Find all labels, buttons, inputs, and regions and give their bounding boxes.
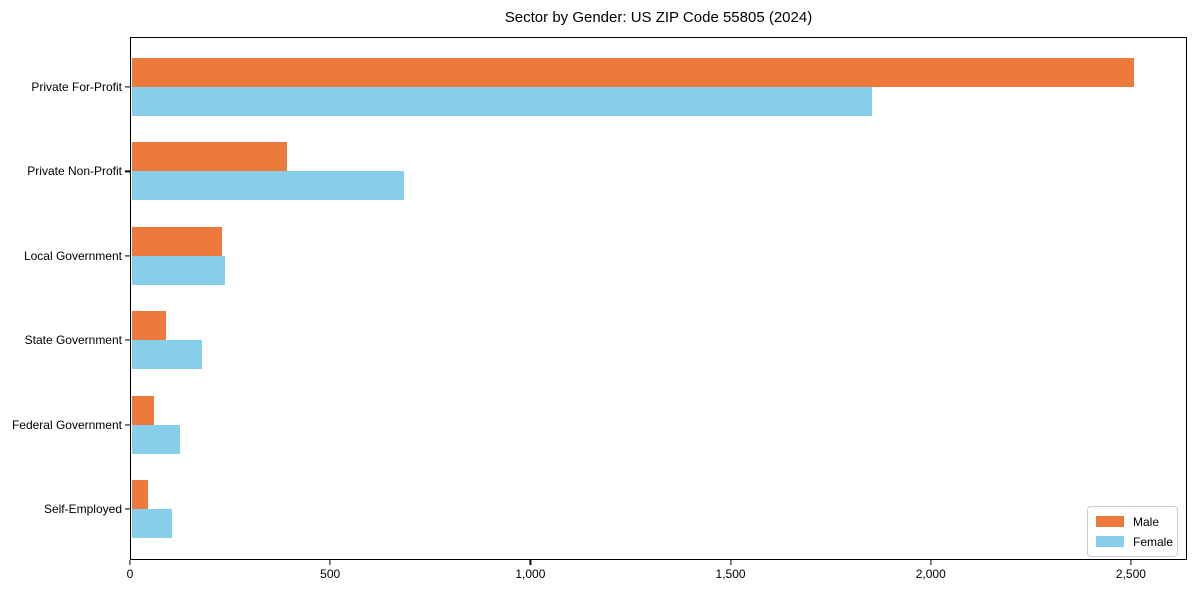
legend-swatch-female bbox=[1096, 536, 1124, 547]
bar-female-local-government bbox=[131, 255, 225, 285]
x-tick-label: 1,500 bbox=[715, 567, 746, 581]
bar-male-local-government bbox=[131, 226, 223, 256]
bar-female-federal-government bbox=[131, 424, 181, 454]
y-tick-label: Private Non-Profit bbox=[27, 164, 122, 179]
y-tick-mark bbox=[125, 339, 130, 341]
legend-item-male: Male bbox=[1096, 513, 1169, 530]
y-tick-mark bbox=[125, 424, 130, 426]
x-tick-label: 0 bbox=[126, 567, 134, 581]
y-tick-mark bbox=[125, 86, 130, 88]
legend-label-female: Female bbox=[1133, 534, 1174, 549]
bar-male-state-government bbox=[131, 311, 167, 341]
x-tick-label: 2,500 bbox=[1115, 567, 1146, 581]
chart-title: Sector by Gender: US ZIP Code 55805 (202… bbox=[504, 9, 813, 26]
legend-item-female: Female bbox=[1096, 533, 1173, 550]
bar-female-private-for-profit bbox=[131, 87, 873, 116]
x-tick-mark bbox=[930, 560, 932, 565]
bar-male-private-non-profit bbox=[131, 142, 287, 172]
x-tick-mark bbox=[1130, 560, 1132, 565]
x-tick-mark bbox=[529, 560, 531, 565]
y-tick-label: Private For-Profit bbox=[31, 80, 122, 94]
legend: Male Female bbox=[1087, 506, 1178, 557]
y-tick-mark bbox=[125, 170, 130, 172]
y-tick-label: Self-Employed bbox=[43, 502, 122, 516]
x-tick-label: 1,000 bbox=[515, 567, 546, 581]
bar-male-private-for-profit bbox=[131, 58, 1134, 87]
legend-label-male: Male bbox=[1133, 514, 1160, 529]
x-tick-mark bbox=[329, 560, 331, 565]
x-tick-label: 2,000 bbox=[915, 567, 946, 581]
bar-male-self-employed bbox=[131, 480, 149, 509]
x-tick-mark bbox=[129, 560, 131, 565]
bar-female-private-non-profit bbox=[131, 171, 404, 201]
y-tick-label: Local Government bbox=[23, 248, 122, 263]
bar-female-self-employed bbox=[131, 509, 173, 538]
x-tick-mark bbox=[729, 560, 732, 565]
bar-male-federal-government bbox=[131, 395, 155, 425]
legend-swatch-male bbox=[1096, 516, 1124, 527]
plot-area bbox=[130, 37, 1187, 560]
y-tick-mark bbox=[125, 508, 130, 510]
y-tick-label: Federal Government bbox=[11, 417, 122, 432]
bar-female-state-government bbox=[131, 340, 203, 370]
y-tick-mark bbox=[125, 255, 130, 257]
x-tick-label: 500 bbox=[320, 567, 341, 581]
y-tick-label: State Government bbox=[24, 333, 122, 348]
